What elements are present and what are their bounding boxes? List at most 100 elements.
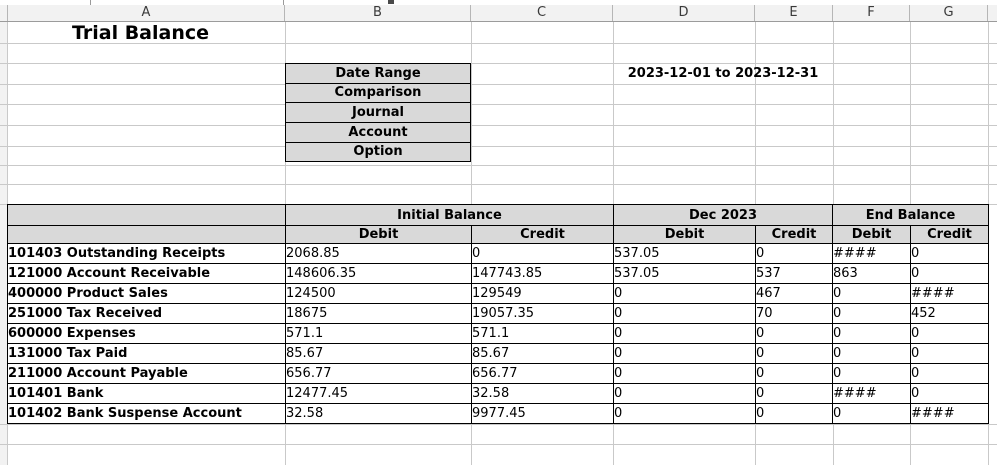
filter-cell-date-range[interactable]: Date Range (285, 63, 471, 84)
value-cell[interactable]: 452 (910, 303, 990, 324)
account-row: 211000 Account Payable 656.77 656.77 0 0… (7, 363, 990, 384)
value-cell[interactable]: 0 (832, 403, 912, 424)
value-cell[interactable]: 0 (755, 323, 834, 344)
value-cell[interactable]: 0 (613, 323, 757, 344)
value-cell[interactable]: 2068.85 (285, 243, 472, 264)
account-name-cell[interactable]: 101403 Outstanding Receipts (7, 243, 286, 264)
account-name-cell[interactable]: 600000 Expenses (7, 323, 286, 344)
account-name-cell[interactable]: 101401 Bank (7, 383, 286, 404)
filter-cell-comparison[interactable]: Comparison (285, 83, 471, 103)
value-cell[interactable]: 0 (832, 283, 912, 304)
value-cell[interactable]: 656.77 (285, 363, 472, 384)
account-name-cell[interactable]: 101402 Bank Suspense Account (7, 403, 286, 424)
value-cell[interactable]: 0 (832, 303, 912, 324)
value-cell[interactable]: 32.58 (470, 383, 615, 404)
value-cell[interactable]: 0 (613, 363, 757, 384)
filter-label-block: Date Range Comparison Journal Account Op… (285, 63, 471, 162)
column-header-row: A B C D E F G (0, 5, 997, 22)
subheader-end-credit[interactable]: Credit (910, 225, 990, 244)
value-cell[interactable]: #### (910, 403, 990, 424)
value-cell[interactable]: 9977.45 (470, 403, 615, 424)
subheader-blank-cell[interactable] (7, 225, 286, 244)
value-cell[interactable]: 537.05 (613, 243, 757, 264)
value-cell[interactable]: #### (910, 283, 990, 304)
value-cell[interactable]: 0 (910, 343, 990, 364)
report-title-cell[interactable]: Trial Balance (72, 22, 210, 44)
select-all-corner[interactable] (0, 5, 8, 21)
subheader-period-credit[interactable]: Credit (755, 225, 834, 244)
filter-cell-account[interactable]: Account (285, 122, 471, 143)
value-cell[interactable]: 0 (755, 343, 834, 364)
group-header-dec-2023[interactable]: Dec 2023 (613, 204, 834, 226)
value-cell[interactable]: 85.67 (285, 343, 472, 364)
account-row: 101402 Bank Suspense Account 32.58 9977.… (7, 403, 990, 424)
subheader-period-debit[interactable]: Debit (613, 225, 757, 244)
value-cell[interactable]: 0 (910, 383, 990, 404)
column-header-f[interactable]: F (833, 5, 910, 21)
value-cell[interactable]: 124500 (285, 283, 472, 304)
value-cell[interactable]: 0 (910, 243, 990, 264)
value-cell[interactable]: 0 (832, 323, 912, 344)
account-row: 101401 Bank 12477.45 32.58 0 0 #### 0 (7, 383, 990, 404)
value-cell[interactable]: 19057.35 (470, 303, 615, 324)
value-cell[interactable]: 70 (755, 303, 834, 324)
column-header-a[interactable]: A (8, 5, 285, 21)
formula-bar-text-sliver (388, 0, 394, 4)
value-cell[interactable]: 0 (755, 243, 834, 264)
value-cell[interactable]: 0 (613, 383, 757, 404)
group-header-end-balance[interactable]: End Balance (832, 204, 990, 226)
column-header-d[interactable]: D (613, 5, 755, 21)
column-header-c[interactable]: C (471, 5, 613, 21)
value-cell[interactable]: #### (832, 243, 912, 264)
account-row: 251000 Tax Received 18675 19057.35 0 70 … (7, 303, 990, 324)
column-header-b[interactable]: B (285, 5, 471, 21)
value-cell[interactable]: 0 (832, 363, 912, 384)
account-name-cell[interactable]: 131000 Tax Paid (7, 343, 286, 364)
value-cell[interactable]: 147743.85 (470, 263, 615, 284)
value-cell[interactable]: 0 (755, 403, 834, 424)
value-cell[interactable]: 12477.45 (285, 383, 472, 404)
toolbar-divider-tick (283, 0, 284, 5)
value-cell[interactable]: 0 (910, 363, 990, 384)
account-name-cell[interactable]: 400000 Product Sales (7, 283, 286, 304)
value-cell[interactable]: 656.77 (470, 363, 615, 384)
value-cell[interactable]: #### (832, 383, 912, 404)
account-name-cell[interactable]: 251000 Tax Received (7, 303, 286, 324)
value-cell[interactable]: 0 (910, 323, 990, 344)
value-cell[interactable]: 571.1 (285, 323, 472, 344)
value-cell[interactable]: 0 (613, 403, 757, 424)
account-name-cell[interactable]: 121000 Account Receivable (7, 263, 286, 284)
filter-cell-journal[interactable]: Journal (285, 102, 471, 123)
value-cell[interactable]: 571.1 (470, 323, 615, 344)
value-cell[interactable]: 467 (755, 283, 834, 304)
value-cell[interactable]: 148606.35 (285, 263, 472, 284)
account-name-cell[interactable]: 211000 Account Payable (7, 363, 286, 384)
value-cell[interactable]: 129549 (470, 283, 615, 304)
value-cell[interactable]: 0 (470, 243, 615, 264)
subheader-initial-debit[interactable]: Debit (285, 225, 472, 244)
value-cell[interactable]: 85.67 (470, 343, 615, 364)
column-header-g[interactable]: G (910, 5, 988, 21)
account-row: 101403 Outstanding Receipts 2068.85 0 53… (7, 243, 990, 264)
date-range-value-cell[interactable]: 2023-12-01 to 2023-12-31 (627, 66, 819, 81)
value-cell[interactable]: 0 (910, 263, 990, 284)
value-cell[interactable]: 32.58 (285, 403, 472, 424)
value-cell[interactable]: 537.05 (613, 263, 757, 284)
value-cell[interactable]: 0 (755, 363, 834, 384)
group-header-initial-balance[interactable]: Initial Balance (284, 204, 615, 226)
value-cell[interactable]: 18675 (285, 303, 472, 324)
value-cell[interactable]: 0 (832, 343, 912, 364)
value-cell[interactable]: 0 (613, 303, 757, 324)
column-header-e[interactable]: E (755, 5, 833, 21)
subheader-end-debit[interactable]: Debit (832, 225, 912, 244)
value-cell[interactable]: 0 (755, 383, 834, 404)
account-row: 600000 Expenses 571.1 571.1 0 0 0 0 (7, 323, 990, 344)
value-cell[interactable]: 863 (832, 263, 912, 284)
value-cell[interactable]: 0 (613, 343, 757, 364)
value-cell[interactable]: 537 (755, 263, 834, 284)
subheader-initial-credit[interactable]: Credit (470, 225, 615, 244)
value-cell[interactable]: 0 (613, 283, 757, 304)
filter-cell-option[interactable]: Option (285, 142, 471, 162)
corner-header-cell[interactable] (7, 204, 286, 226)
